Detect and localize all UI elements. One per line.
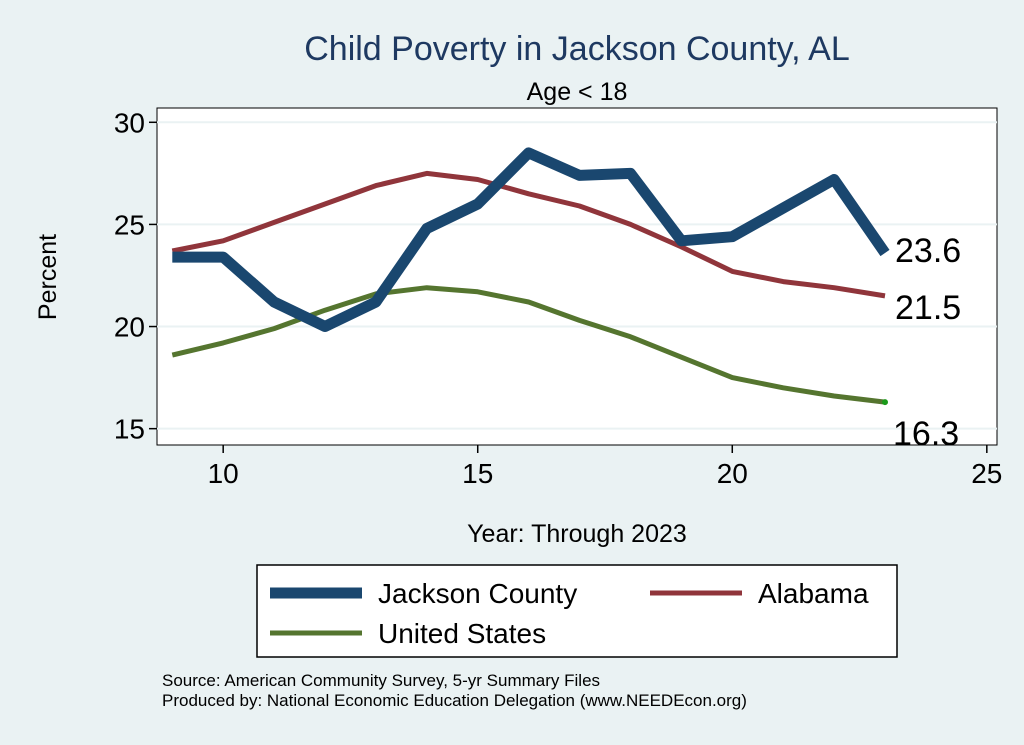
legend-label-jackson-county: Jackson County bbox=[378, 578, 577, 609]
x-tick-label: 15 bbox=[462, 458, 493, 489]
x-axis: 10 15 20 25 bbox=[208, 445, 1002, 489]
end-labels: 23.6 21.5 16.3 bbox=[893, 232, 961, 453]
y-tick-label: 30 bbox=[114, 107, 145, 138]
x-tick-label: 20 bbox=[717, 458, 748, 489]
x-tick-label: 25 bbox=[971, 458, 1002, 489]
series-line-alabama bbox=[171, 170, 886, 299]
source-note: Source: American Community Survey, 5-yr … bbox=[162, 671, 601, 690]
y-tick-label: 15 bbox=[114, 414, 145, 445]
x-axis-label: Year: Through 2023 bbox=[467, 520, 687, 548]
series-lines bbox=[171, 147, 890, 406]
y-tick-label: 25 bbox=[114, 209, 145, 240]
chart-subtitle: Age < 18 bbox=[527, 78, 628, 106]
end-label-united-states: 16.3 bbox=[893, 415, 959, 453]
end-label-jackson-county: 23.6 bbox=[895, 232, 961, 270]
y-axis-label: Percent bbox=[34, 234, 62, 320]
y-tick-label: 20 bbox=[114, 312, 145, 343]
series-end-marker bbox=[882, 399, 888, 406]
legend: Jackson County Alabama United States bbox=[256, 564, 898, 658]
y-axis: 15 20 25 30 bbox=[114, 107, 157, 445]
legend-label-united-states: United States bbox=[378, 618, 546, 649]
plot-area bbox=[156, 107, 998, 446]
produced-by-note: Produced by: National Economic Education… bbox=[162, 691, 747, 710]
series-line-jackson-county bbox=[172, 147, 890, 332]
series-line-united-states bbox=[171, 285, 886, 405]
gridlines bbox=[157, 121, 997, 430]
end-label-alabama: 21.5 bbox=[895, 289, 961, 327]
chart-title: Child Poverty in Jackson County, AL bbox=[304, 30, 850, 68]
x-tick-label: 10 bbox=[208, 458, 239, 489]
legend-box bbox=[256, 564, 898, 658]
legend-label-alabama: Alabama bbox=[758, 578, 869, 609]
